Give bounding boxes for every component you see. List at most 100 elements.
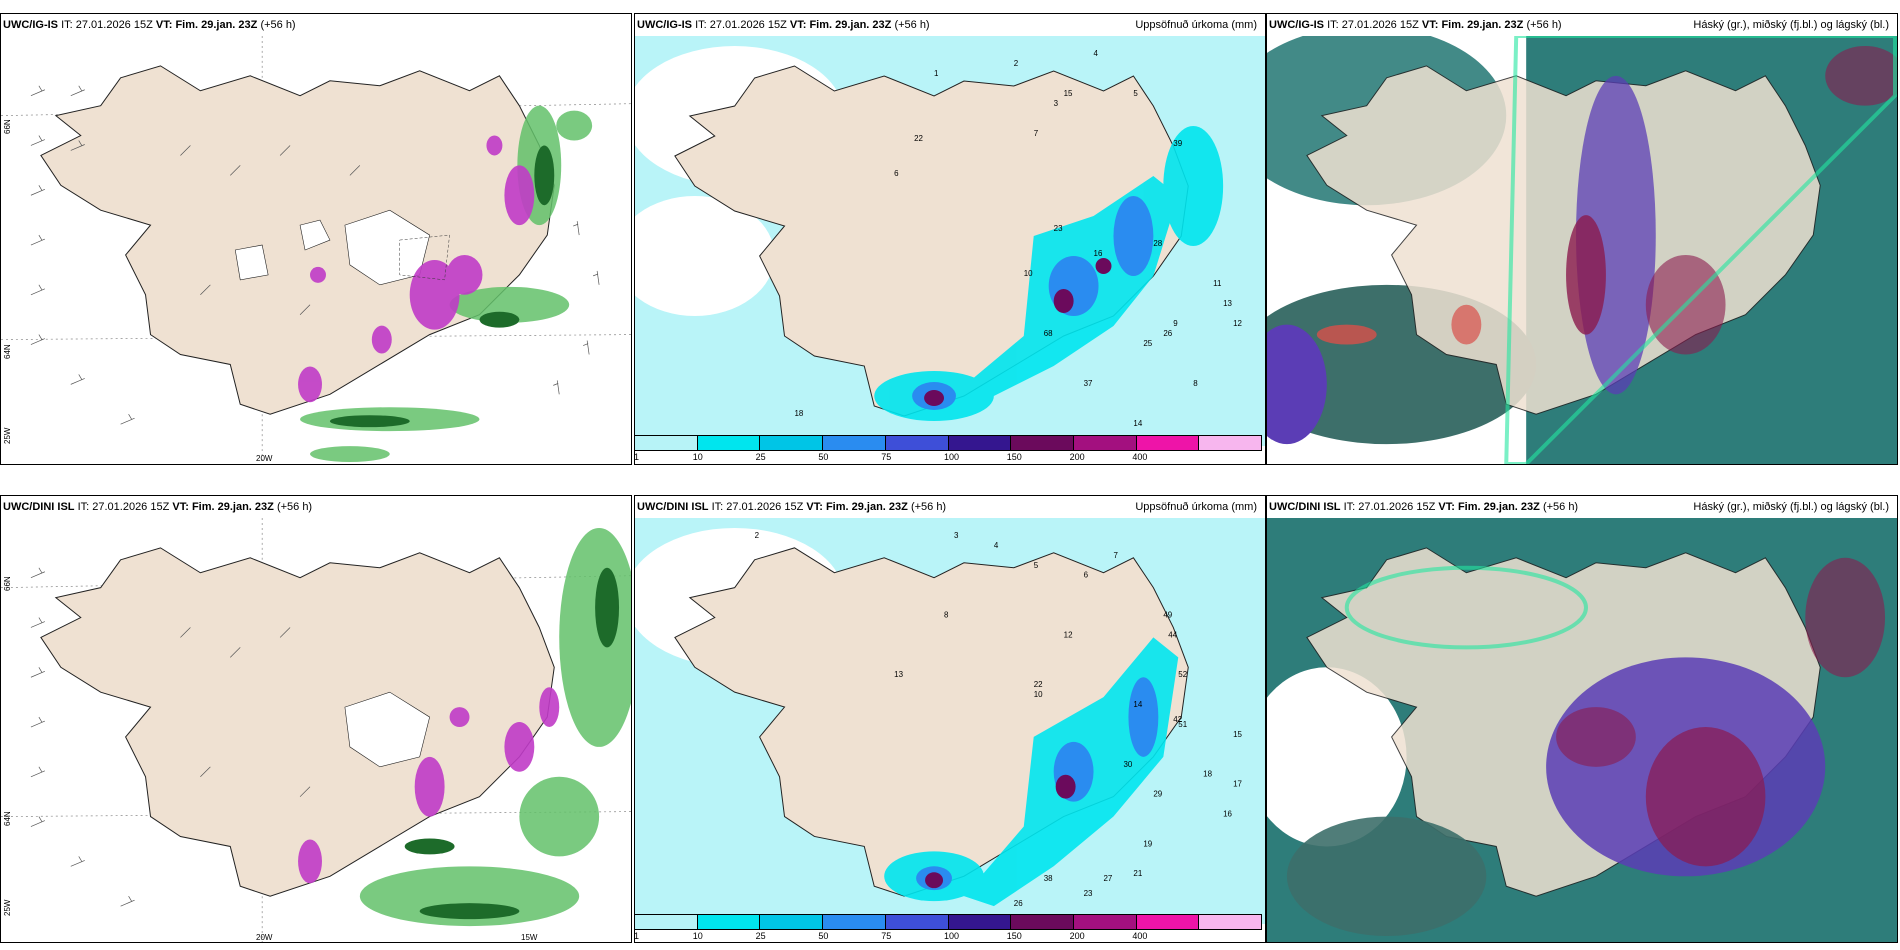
panel-header: UWC/DINI ISL IT: 27.01.2026 15Z VT: Fim.… [1267, 496, 1897, 518]
precip-label: 10 [1024, 269, 1033, 278]
model-name: UWC/DINI ISL [1269, 501, 1341, 513]
precip-map: 1 2 3 4 5 6 7 8 9 10 11 12 13 14 15 16 1… [635, 36, 1265, 446]
precip-label: 7 [1034, 129, 1039, 138]
wind-map-svg [1, 36, 631, 464]
precip-label: 22 [914, 134, 923, 143]
wind-map-svg [1, 518, 631, 942]
precip-label: 9 [1173, 319, 1178, 328]
field-title: Háský (gr.), miðský (fj.bl.) og lágský (… [1693, 19, 1889, 31]
precip-label: 19 [1143, 839, 1152, 848]
vt-label: VT: [172, 501, 189, 513]
colorbar-swatch [1136, 436, 1200, 450]
colorbar-tick-label: 1 [634, 931, 640, 941]
colorbar-swatch [948, 915, 1012, 929]
init-time: 27.01.2026 15Z [726, 501, 804, 513]
colorbar-tick-label: 200 [1069, 452, 1085, 462]
colorbar-tick-label: 200 [1069, 931, 1085, 941]
it-label: IT: [695, 19, 707, 31]
cloud-map-svg [1267, 518, 1897, 942]
valid-time: Fim. 29.jan. 23Z [191, 501, 274, 513]
precip-label: 15 [1233, 730, 1242, 739]
wind-map [1, 36, 631, 464]
init-time: 27.01.2026 15Z [1358, 501, 1436, 513]
field-title: Háský (gr.), miðský (fj.bl.) og lágský (… [1693, 501, 1889, 513]
precip-label: 17 [1233, 780, 1242, 789]
colorbar-tick-label: 10 [692, 452, 703, 462]
lon-label-15w: 15W [521, 933, 538, 942]
precip-label: 23 [1084, 889, 1093, 898]
valid-time: Fim. 29.jan. 23Z [1441, 19, 1524, 31]
it-label: IT: [77, 501, 90, 513]
precip-label: 5 [1034, 561, 1039, 570]
precip-label: 13 [1223, 299, 1232, 308]
colorbar-swatch [1199, 436, 1262, 450]
valid-time: Fim. 29.jan. 23Z [175, 19, 258, 31]
precip-label: 14 [1133, 700, 1142, 709]
precip-map-svg: 2 3 4 5 6 7 8 10 12 13 14 15 16 17 18 19… [635, 518, 1265, 924]
colorbar-swatch [1011, 436, 1074, 450]
precip-label: 3 [1054, 99, 1059, 108]
it-label: IT: [711, 501, 724, 513]
precip-label: 21 [1133, 869, 1142, 878]
precip-label: 16 [1223, 810, 1232, 819]
valid-time: Fim. 29.jan. 23Z [825, 501, 908, 513]
lat-label-25w: 25W [3, 427, 12, 444]
vt-label: VT: [806, 501, 823, 513]
colorbar-tick-label: 400 [1132, 931, 1148, 941]
colorbar-swatch [1073, 915, 1137, 929]
init-time: 27.01.2026 15Z [92, 501, 170, 513]
precip-label: 30 [1123, 760, 1132, 769]
lat-label-66n: 66N [3, 576, 12, 591]
precip-colorbar-ticks: 1 10 25 50 75 100 150 200 400 [634, 452, 1294, 464]
colorbar-swatch [697, 436, 761, 450]
panel-dini-clouds: UWC/DINI ISL IT: 27.01.2026 15Z VT: Fim.… [1266, 495, 1898, 943]
precip-label: 1 [934, 69, 939, 78]
colorbar-tick-label: 75 [881, 452, 892, 462]
panel-header: UWC/IG-IS IT: 27.01.2026 15Z VT: Fim. 29… [1, 14, 631, 36]
panel-igis-precip: UWC/IG-IS IT: 27.01.2026 15Z VT: Fim. 29… [634, 13, 1266, 465]
colorbar-tick-label: 50 [818, 931, 829, 941]
panel-igis-wind: UWC/IG-IS IT: 27.01.2026 15Z VT: Fim. 29… [0, 13, 632, 465]
precip-colorbar-ticks: 1 10 25 50 75 100 150 200 400 [634, 931, 1294, 943]
colorbar-tick-label: 25 [755, 452, 766, 462]
lat-label-64n: 64N [3, 344, 12, 359]
lead-time: (+56 h) [910, 501, 947, 513]
colorbar-tick-label: 400 [1132, 452, 1148, 462]
cloud-map [1267, 36, 1897, 464]
precip-label: 49 [1163, 611, 1172, 620]
precip-label: 15 [1064, 89, 1073, 98]
lead-time: (+56 h) [260, 19, 296, 31]
vt-label: VT: [1438, 501, 1455, 513]
colorbar-swatch [885, 436, 949, 450]
vt-label: VT: [1421, 19, 1439, 31]
it-label: IT: [1343, 501, 1356, 513]
lon-label-20w: 20W [256, 454, 273, 463]
precip-label: 22 [1034, 680, 1043, 689]
lat-label-64n: 64N [3, 811, 12, 826]
lead-time: (+56 h) [276, 501, 313, 513]
precip-label: 6 [894, 169, 899, 178]
model-name: UWC/IG-IS [1269, 19, 1324, 31]
precip-label: 3 [954, 531, 959, 540]
precip-label: 6 [1084, 571, 1089, 580]
precip-label: 29 [1153, 790, 1162, 799]
wind-map [1, 518, 631, 942]
colorbar-swatch [1011, 915, 1074, 929]
precip-label: 2 [755, 531, 760, 540]
lat-label-66n: 66N [3, 119, 12, 134]
precip-label: 12 [1064, 630, 1073, 639]
init-time: 27.01.2026 15Z [1341, 19, 1419, 31]
colorbar-tick-label: 100 [944, 452, 960, 462]
precip-label: 25 [1143, 339, 1152, 348]
valid-time: Fim. 29.jan. 23Z [809, 19, 892, 31]
colorbar-swatch [697, 915, 761, 929]
precip-label: 51 [1178, 720, 1187, 729]
colorbar-swatch [823, 436, 886, 450]
lat-label-25w: 25W [3, 899, 12, 916]
precip-label: 16 [1094, 249, 1103, 258]
precip-label: 14 [1133, 419, 1142, 428]
precip-label: 26 [1014, 899, 1023, 908]
precip-label: 28 [1153, 239, 1162, 248]
precip-label: 18 [1203, 770, 1212, 779]
model-name: UWC/DINI ISL [637, 501, 709, 513]
